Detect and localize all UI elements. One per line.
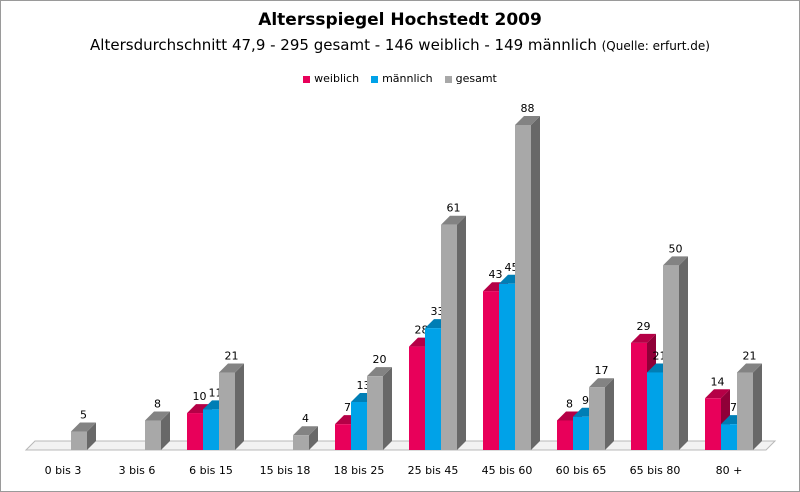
category-label: 18 bis 25 — [334, 464, 385, 477]
data-label: 9 — [582, 394, 589, 407]
bar-gesamt-65-bis-80 — [663, 265, 679, 450]
bar-top-gesamt-6-bis-15 — [219, 363, 244, 373]
legend-item-gesamt: gesamt — [444, 72, 497, 85]
bar-gesamt-80 — [737, 372, 753, 450]
legend-label: männlich — [382, 72, 433, 85]
data-label: 5 — [80, 409, 87, 422]
data-label: 4 — [302, 412, 309, 425]
category-label: 3 bis 6 — [119, 464, 156, 477]
source-note: (Quelle: erfurt.de) — [601, 39, 710, 53]
bar-männlich-45-bis-60 — [499, 283, 515, 450]
data-label: 43 — [489, 268, 503, 281]
category-label: 65 bis 80 — [630, 464, 681, 477]
bar-gesamt-60-bis-65 — [589, 387, 605, 450]
bar-top-weiblich-65-bis-80 — [631, 333, 656, 343]
legend-item-männlich: männlich — [371, 72, 433, 85]
data-label: 10 — [193, 390, 207, 403]
bar-top-gesamt-25-bis-45 — [441, 215, 466, 225]
bar-weiblich-60-bis-65 — [557, 420, 573, 450]
category-label: 6 bis 15 — [189, 464, 233, 477]
bar-weiblich-25-bis-45 — [409, 346, 425, 450]
legend: weiblich männlich gesamt — [0, 72, 800, 85]
data-label: 21 — [225, 349, 239, 362]
data-label: 14 — [711, 375, 725, 388]
bar-top-gesamt-0-bis-3 — [71, 422, 96, 432]
bar-side-gesamt-80 — [753, 363, 762, 450]
data-label: 7 — [730, 401, 737, 414]
category-label: 60 bis 65 — [556, 464, 607, 477]
data-label: 7 — [344, 401, 351, 414]
bar-side-gesamt-15-bis-18 — [309, 426, 318, 450]
bar-side-gesamt-25-bis-45 — [457, 215, 466, 450]
bar-side-gesamt-0-bis-3 — [87, 422, 96, 450]
data-label: 29 — [637, 320, 651, 333]
bar-top-gesamt-80 — [737, 363, 762, 373]
subtitle-text: Altersdurchschnitt 47,9 - 295 gesamt - 1… — [90, 36, 597, 54]
bar-männlich-60-bis-65 — [573, 416, 589, 450]
category-label: 0 bis 3 — [45, 464, 82, 477]
data-label: 17 — [595, 364, 609, 377]
chart-subtitle: Altersdurchschnitt 47,9 - 295 gesamt - 1… — [0, 36, 800, 54]
legend-item-weiblich: weiblich — [303, 72, 359, 85]
bar-top-weiblich-60-bis-65 — [557, 411, 582, 421]
chart-title: Altersspiegel Hochstedt 2009 — [258, 10, 542, 30]
bar-weiblich-80 — [705, 398, 721, 450]
bar-top-weiblich-80 — [705, 389, 730, 399]
bar-side-gesamt-6-bis-15 — [235, 363, 244, 450]
bar-top-gesamt-60-bis-65 — [589, 378, 614, 388]
bar-männlich-6-bis-15 — [203, 409, 219, 450]
bar-weiblich-45-bis-60 — [483, 291, 499, 450]
bar-gesamt-6-bis-15 — [219, 372, 235, 450]
category-label: 45 bis 60 — [482, 464, 533, 477]
bar-top-gesamt-65-bis-80 — [663, 256, 688, 266]
bar-side-gesamt-60-bis-65 — [605, 378, 614, 450]
data-label: 20 — [373, 353, 387, 366]
bar-männlich-18-bis-25 — [351, 401, 367, 450]
bar-männlich-80 — [721, 424, 737, 450]
bar-weiblich-6-bis-15 — [187, 413, 203, 450]
bar-gesamt-3-bis-6 — [145, 420, 161, 450]
data-label: 8 — [566, 397, 573, 410]
bar-weiblich-65-bis-80 — [631, 342, 647, 450]
data-label: 8 — [154, 397, 161, 410]
bar-gesamt-15-bis-18 — [293, 435, 309, 450]
bar-side-gesamt-3-bis-6 — [161, 411, 170, 450]
legend-label: gesamt — [455, 72, 497, 85]
bar-gesamt-0-bis-3 — [71, 431, 87, 450]
bar-top-gesamt-18-bis-25 — [367, 367, 392, 377]
bar-top-gesamt-45-bis-60 — [515, 116, 540, 125]
legend-swatch — [371, 75, 379, 83]
legend-label: weiblich — [314, 72, 360, 85]
category-label: 80 + — [716, 464, 743, 477]
bar-side-gesamt-65-bis-80 — [679, 256, 688, 450]
bar-gesamt-45-bis-60 — [515, 125, 531, 450]
bar-side-gesamt-45-bis-60 — [531, 116, 540, 450]
data-label: 50 — [669, 242, 683, 255]
legend-swatch — [444, 75, 452, 83]
category-label: 25 bis 45 — [408, 464, 459, 477]
bar-top-gesamt-15-bis-18 — [293, 426, 318, 436]
data-label: 88 — [521, 102, 535, 115]
bar-top-weiblich-6-bis-15 — [187, 404, 212, 414]
bar-gesamt-25-bis-45 — [441, 224, 457, 450]
legend-swatch — [303, 75, 311, 83]
bar-gesamt-18-bis-25 — [367, 376, 383, 450]
bar-top-gesamt-3-bis-6 — [145, 411, 170, 421]
bar-weiblich-18-bis-25 — [335, 424, 351, 450]
category-label: 15 bis 18 — [260, 464, 311, 477]
data-label: 61 — [447, 202, 461, 215]
bar-männlich-25-bis-45 — [425, 328, 441, 450]
bar-männlich-65-bis-80 — [647, 372, 663, 450]
bar-side-gesamt-18-bis-25 — [383, 367, 392, 450]
data-label: 21 — [743, 349, 757, 362]
